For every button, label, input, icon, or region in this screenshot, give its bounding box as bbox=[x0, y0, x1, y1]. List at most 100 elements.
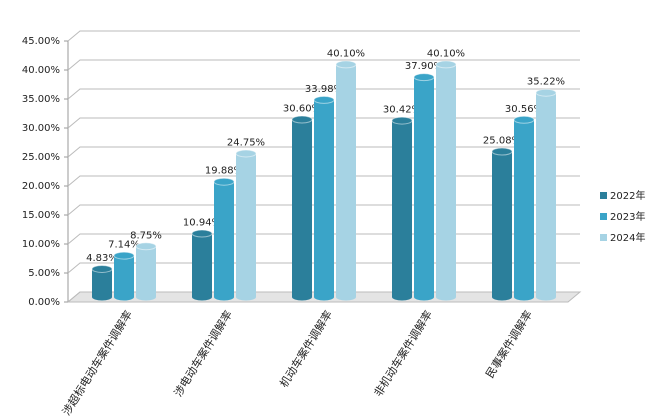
grid-line bbox=[67, 233, 580, 245]
legend-label: 2023年 bbox=[610, 210, 645, 223]
y-tick-label: 5.00% bbox=[28, 268, 60, 279]
bar-top bbox=[491, 147, 513, 156]
value-label: 30.42% bbox=[383, 105, 421, 116]
bar-shade bbox=[92, 268, 112, 297]
grid-line bbox=[67, 59, 580, 71]
grid-line bbox=[67, 88, 580, 100]
bar-shade bbox=[414, 77, 434, 298]
bar-top bbox=[235, 149, 257, 158]
bar-shade bbox=[492, 151, 512, 297]
legend-label: 2024年 bbox=[610, 231, 645, 244]
x-tick-label: 民事案件调解率 bbox=[482, 308, 535, 381]
bar bbox=[91, 264, 113, 301]
y-tick-label: 25.00% bbox=[22, 152, 60, 163]
bar-top bbox=[91, 264, 113, 273]
bar-bottom bbox=[336, 293, 356, 301]
bar-bottom bbox=[436, 293, 456, 301]
value-label: 37.90% bbox=[405, 61, 443, 72]
bar-shade bbox=[314, 99, 334, 297]
bar-bottom bbox=[536, 293, 556, 301]
legend-swatch bbox=[600, 192, 607, 199]
bar bbox=[435, 60, 457, 301]
bar bbox=[235, 149, 257, 301]
bar-top bbox=[513, 115, 535, 124]
value-label: 40.10% bbox=[327, 48, 365, 59]
bar bbox=[291, 115, 313, 301]
grid-line bbox=[67, 175, 580, 187]
bar bbox=[213, 177, 235, 301]
y-tick-label: 20.00% bbox=[22, 181, 60, 192]
value-label: 30.56% bbox=[505, 104, 543, 115]
value-label: 30.60% bbox=[283, 104, 321, 115]
legend-label: 2022年 bbox=[610, 189, 645, 202]
bar-shade bbox=[336, 64, 356, 297]
bar-bottom bbox=[314, 293, 334, 301]
bar-top bbox=[435, 60, 457, 69]
grid-line bbox=[67, 117, 580, 129]
bar-bottom bbox=[492, 293, 512, 301]
grid-line bbox=[67, 262, 580, 274]
bar-shade bbox=[136, 246, 156, 297]
bar-shade bbox=[292, 119, 312, 298]
grid-line bbox=[67, 291, 580, 303]
x-tick-label: 涉超标电动车案件调解率 bbox=[59, 308, 135, 418]
bar-top bbox=[291, 115, 313, 124]
x-tick-label: 机动车案件调解率 bbox=[277, 308, 336, 390]
x-tick-label: 涉电动车案件调解率 bbox=[171, 308, 235, 399]
bar bbox=[135, 242, 157, 301]
bar bbox=[191, 229, 213, 301]
bar bbox=[335, 60, 357, 301]
y-tick-label: 35.00% bbox=[22, 94, 60, 105]
bar-shade bbox=[114, 255, 134, 297]
value-label: 25.08% bbox=[483, 136, 521, 147]
grid-line bbox=[67, 146, 580, 158]
bar-bottom bbox=[92, 293, 112, 301]
bar bbox=[391, 116, 413, 301]
bar-shade bbox=[214, 181, 234, 297]
bar-shade bbox=[514, 119, 534, 297]
bar-top bbox=[413, 73, 435, 82]
bar-top bbox=[391, 116, 413, 125]
value-label: 10.94% bbox=[183, 218, 221, 229]
bar-top bbox=[313, 95, 335, 104]
bar-bottom bbox=[236, 293, 256, 301]
bar-shade bbox=[192, 233, 212, 297]
y-tick-label: 15.00% bbox=[22, 210, 60, 221]
bar-bottom bbox=[192, 293, 212, 301]
bar-top bbox=[535, 88, 557, 97]
grid-line bbox=[67, 30, 580, 42]
bar-bottom bbox=[214, 293, 234, 301]
grid-line bbox=[67, 204, 580, 216]
value-label: 8.75% bbox=[130, 230, 162, 241]
bar bbox=[313, 95, 335, 301]
x-tick-label: 非机动车案件调解率 bbox=[371, 308, 435, 399]
value-label: 35.22% bbox=[527, 77, 565, 88]
value-label: 19.88% bbox=[205, 166, 243, 177]
bar-bottom bbox=[114, 293, 134, 301]
bar bbox=[535, 88, 557, 301]
bar bbox=[113, 251, 135, 301]
y-tick-label: 30.00% bbox=[22, 123, 60, 134]
bar-top bbox=[191, 229, 213, 238]
y-tick-label: 40.00% bbox=[22, 65, 60, 76]
bar bbox=[491, 147, 513, 301]
bar-top bbox=[135, 242, 157, 251]
bar-shade bbox=[436, 64, 456, 297]
legend-swatch bbox=[600, 234, 607, 241]
value-label: 24.75% bbox=[227, 137, 265, 148]
y-tick-label: 10.00% bbox=[22, 239, 60, 250]
bar-shade bbox=[236, 153, 256, 297]
bar-bottom bbox=[392, 293, 412, 301]
y-tick-label: 0.00% bbox=[28, 297, 60, 308]
bar bbox=[513, 115, 535, 301]
y-tick-label: 45.00% bbox=[22, 36, 60, 47]
value-label: 40.10% bbox=[427, 48, 465, 59]
bar bbox=[413, 73, 435, 301]
value-label: 4.83% bbox=[86, 253, 118, 264]
bar-top bbox=[213, 177, 235, 186]
value-label: 33.98% bbox=[305, 84, 343, 95]
bar-bottom bbox=[514, 293, 534, 301]
bar-bottom bbox=[136, 293, 156, 301]
bar-bottom bbox=[414, 293, 434, 301]
bar-top bbox=[113, 251, 135, 260]
